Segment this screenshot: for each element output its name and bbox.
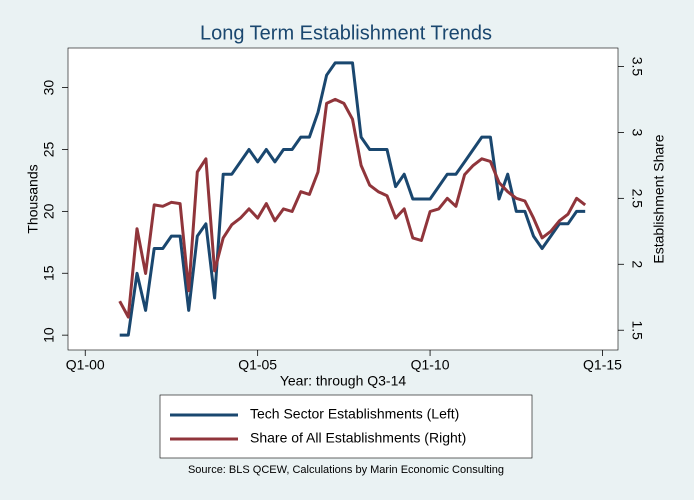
line-series (118, 97, 587, 319)
x-tick-label: Q1-10 (411, 357, 450, 373)
y-tick-label: 25 (41, 141, 57, 157)
x-axis-title: Year: through Q3-14 (280, 373, 407, 389)
y-tick-label: 30 (41, 80, 57, 96)
line-series (119, 61, 586, 337)
x-tick-label: Q1-00 (66, 357, 105, 373)
chart-title: Long Term Establishment Trends (200, 22, 492, 44)
y2-tick-label: 2 (629, 260, 645, 268)
plot-area (67, 47, 619, 351)
y-tick-label: 15 (41, 265, 57, 281)
legend-label: Share of All Establishments (Right) (250, 430, 466, 446)
y-tick-label: 20 (41, 203, 57, 219)
y2-tick-label: 3.5 (629, 57, 645, 77)
x-tick-label: Q1-05 (238, 357, 277, 373)
y2-tick-label: 3 (629, 129, 645, 137)
y2-axis-title: Establishment Share (651, 134, 667, 263)
x-tick-label: Q1-15 (583, 357, 622, 373)
y-tick-label: 10 (41, 327, 57, 343)
y-axis-title: Thousands (25, 164, 41, 233)
legend-label: Tech Sector Establishments (Left) (250, 406, 459, 422)
legend (159, 394, 533, 459)
y2-tick-label: 2.5 (629, 189, 645, 209)
source-note: Source: BLS QCEW, Calculations by Marin … (188, 464, 504, 476)
y2-tick-label: 1.5 (629, 320, 645, 340)
